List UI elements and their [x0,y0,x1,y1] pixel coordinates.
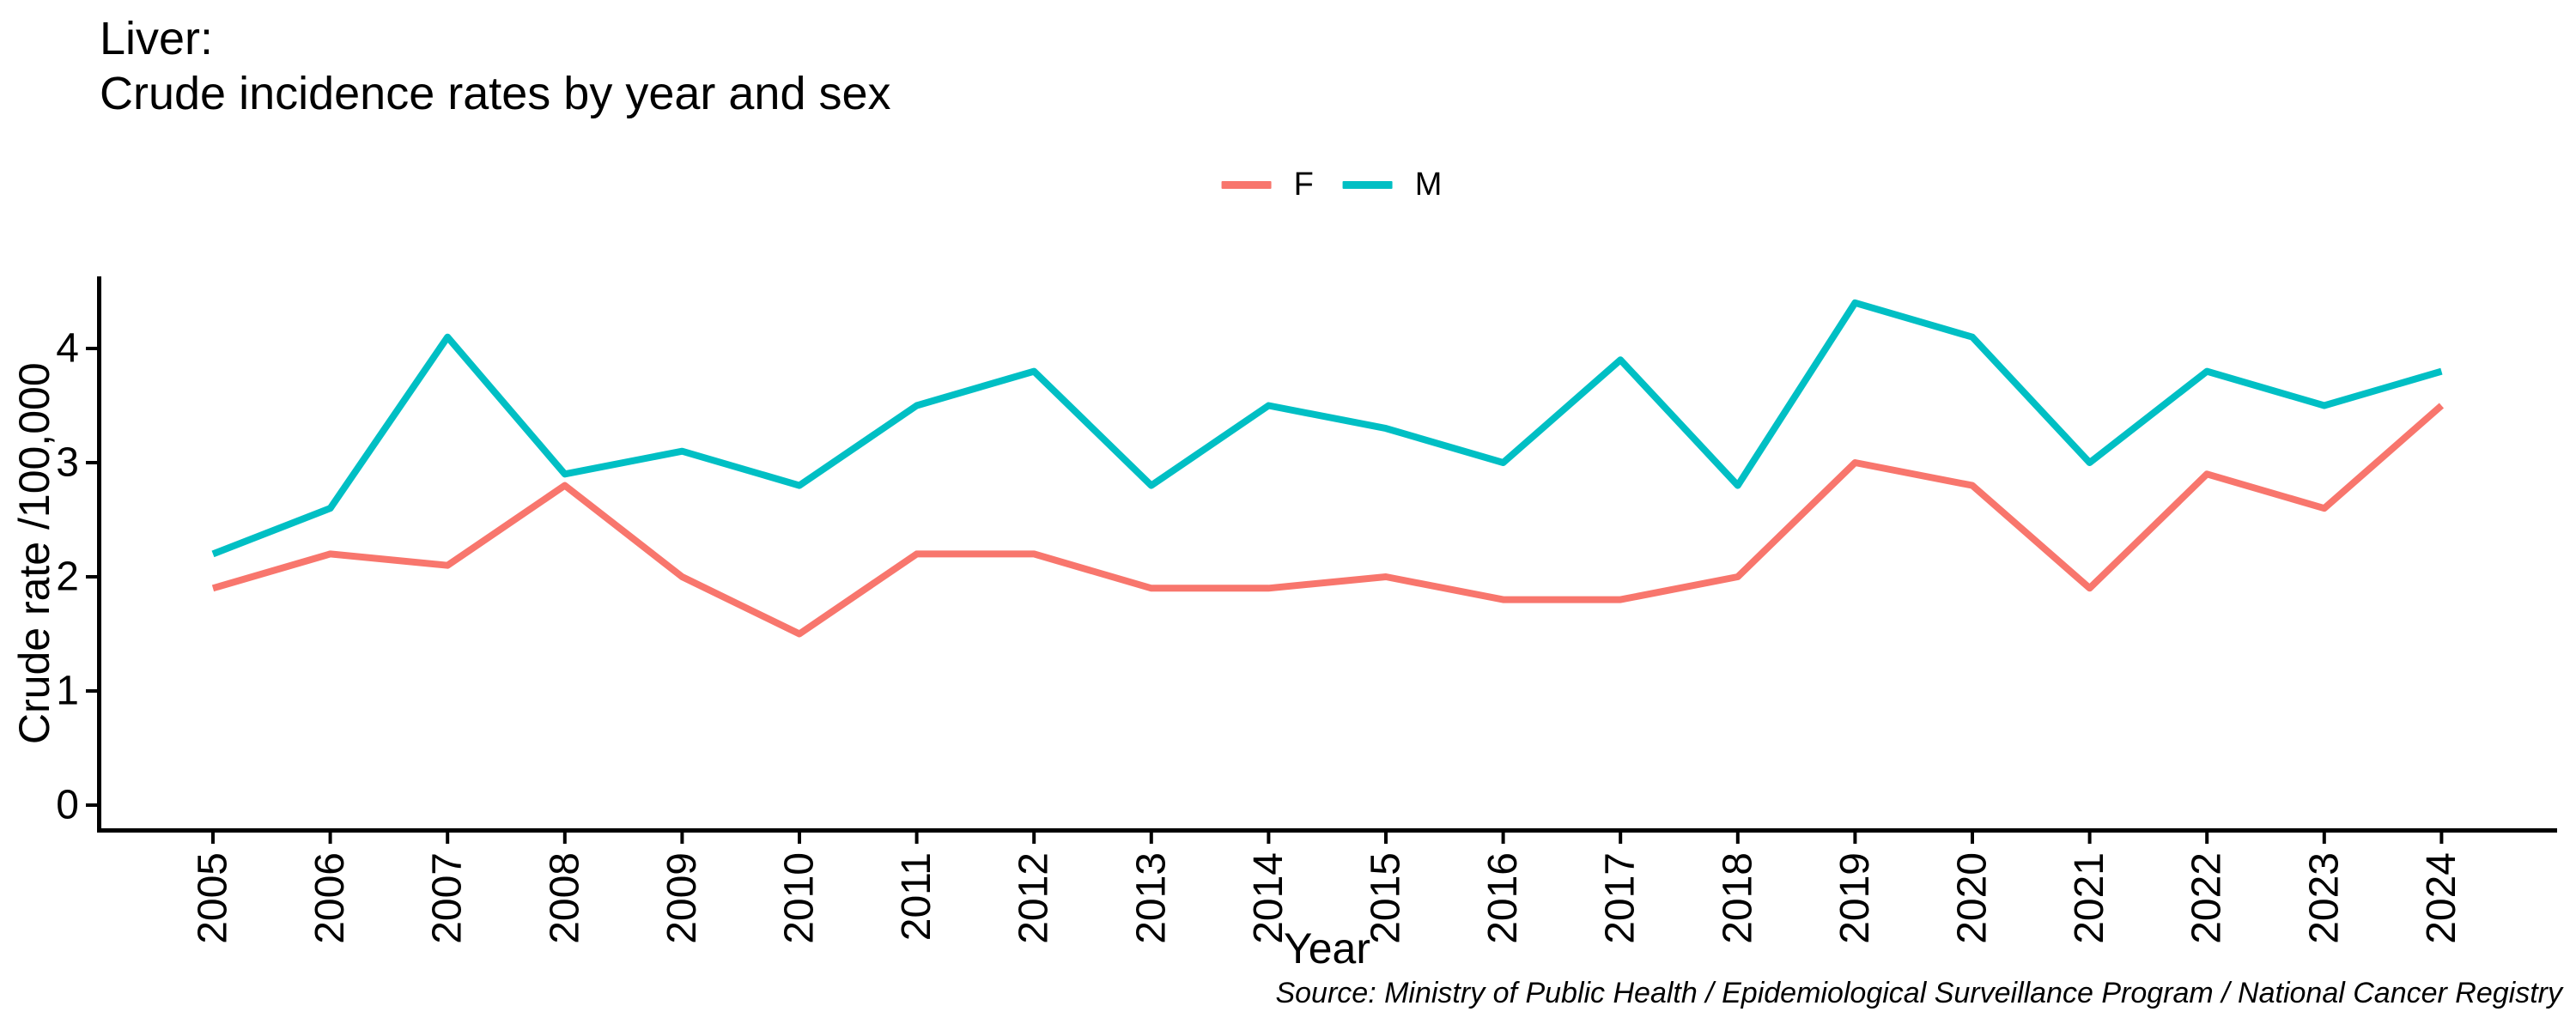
legend-item-m: M [1342,167,1443,203]
series-line-m [211,299,2443,558]
x-axis-title: Year [1284,924,1370,972]
x-tick-label: 2011 [894,852,939,941]
title-line1: Liver: [100,13,214,64]
x-tick-label: 2009 [659,852,705,944]
x-tick-label: 2012 [1012,852,1057,944]
x-tick-label: 2006 [307,852,353,944]
y-axis-title: Crude rate /100,000 [10,362,58,744]
source-note: Source: Ministry of Public Health / Epid… [1275,977,2562,1009]
x-tick-label: 2008 [542,852,587,944]
legend-swatch-m [1342,181,1393,189]
x-tick-label: 2014 [1246,852,1291,944]
x-tick-label: 2016 [1480,852,1526,944]
x-tick-label: 2013 [1128,852,1174,944]
x-tick-label: 2005 [191,852,236,944]
y-tick-label: 2 [56,554,79,600]
x-tick-label: 2018 [1715,852,1760,944]
legend-label: M [1414,167,1443,203]
chart-title: Liver: Crude incidence rates by year and … [100,12,891,121]
x-tick-label: 2015 [1364,852,1409,944]
x-tick-label: 2023 [2301,852,2347,944]
x-tick-label: 2010 [777,852,823,944]
x-tick-label: 2022 [2184,852,2230,944]
x-tick-label: 2021 [2067,852,2112,944]
legend-label: F [1293,167,1314,203]
x-tick-label: 2007 [425,852,471,944]
x-tick-label: 2020 [1950,852,1996,944]
y-tick-label: 0 [56,783,79,828]
y-tick-label: 1 [56,669,79,714]
series-line-f [211,403,2445,638]
legend-swatch-f [1221,181,1272,189]
x-tick-label: 2017 [1598,852,1643,944]
title-line2: Crude incidence rates by year and sex [100,67,891,119]
x-tick-label: 2019 [1832,852,1878,944]
x-tick-label: 2024 [2419,852,2464,944]
legend-item-f: F [1221,167,1314,203]
y-tick-label: 3 [56,440,79,486]
y-tick-label: 4 [56,326,79,372]
